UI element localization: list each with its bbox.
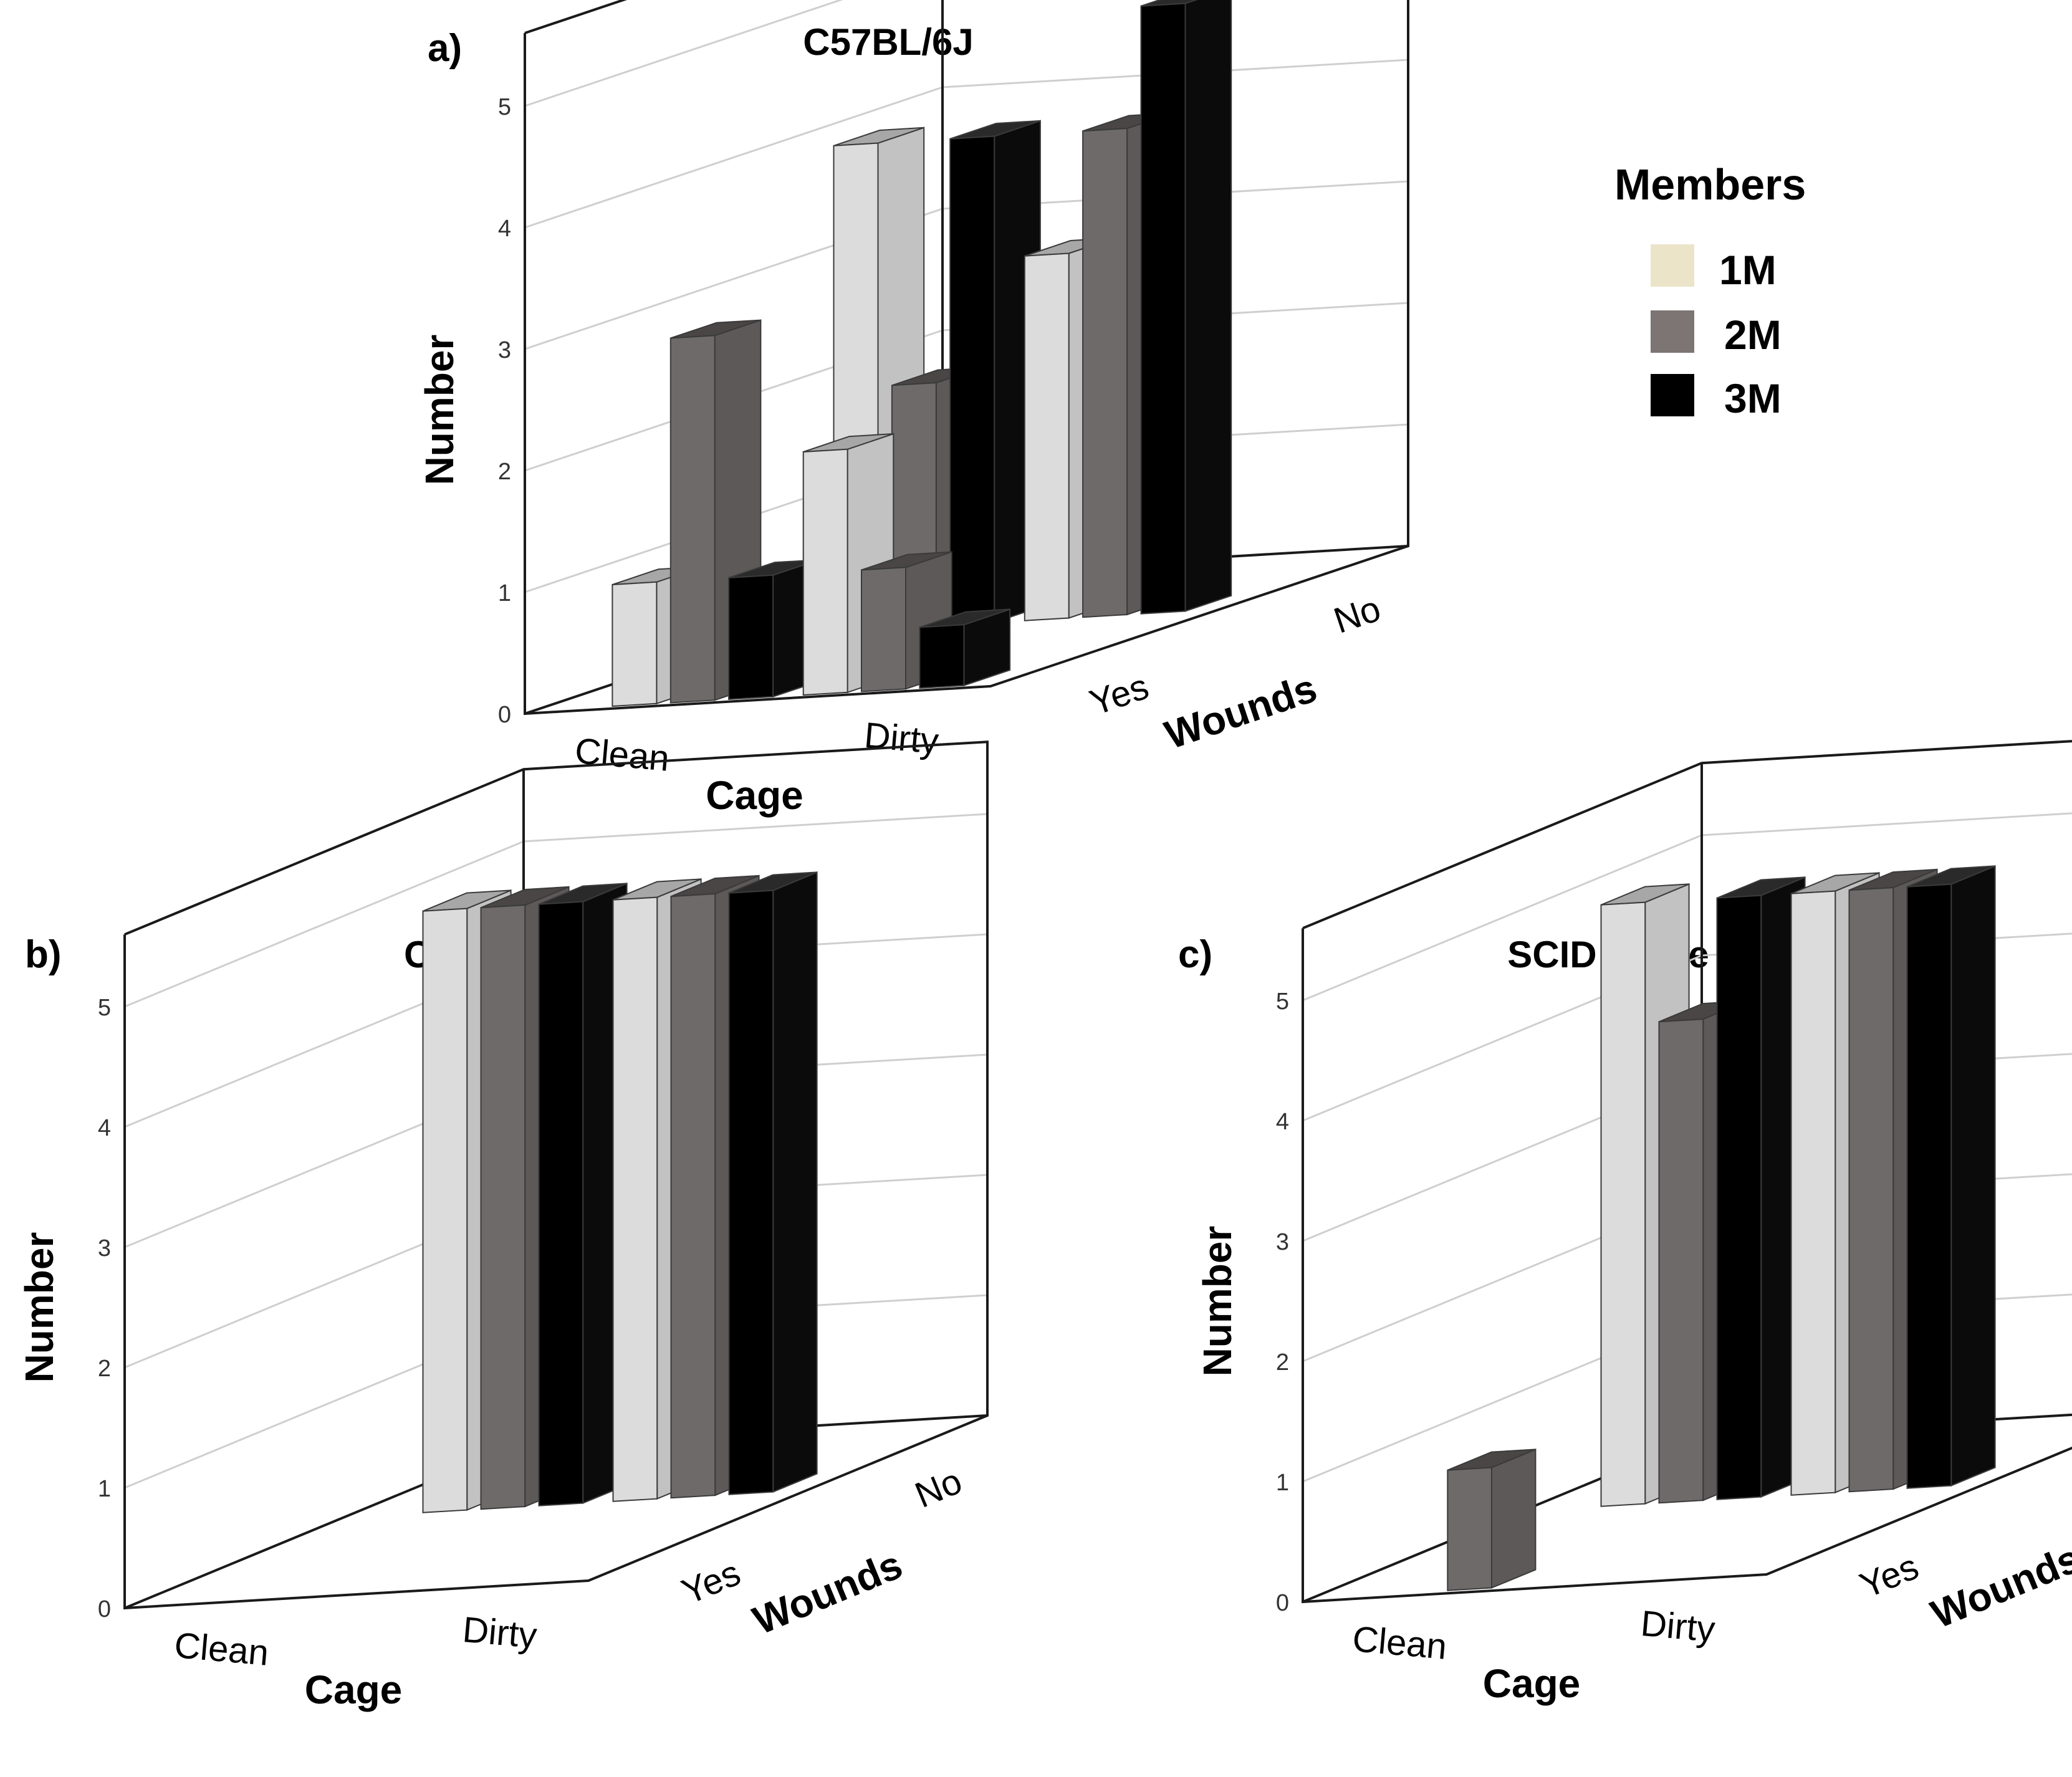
bar-2m-clean-yes [1447, 1448, 1537, 1591]
bar-front-face [422, 908, 468, 1513]
legend-label-3m: 3M [1724, 375, 1782, 421]
bar-3m-dirty-no [1906, 865, 1996, 1489]
legend: Members 1M 2M 3M [1614, 160, 1806, 421]
bar-2m-dirty-yes [861, 551, 952, 692]
bar-front-face [1082, 127, 1128, 618]
chart-title: C57BL/6J [803, 21, 973, 63]
legend-swatch-1m [1651, 244, 1694, 287]
panel-label: c) [1178, 933, 1212, 976]
y-tick-label: 3 [98, 1235, 111, 1262]
y-tick-label: 2 [1276, 1349, 1289, 1376]
y-axis-title: Number [417, 335, 462, 486]
bar-front-face [919, 624, 965, 689]
y-tick-label: 5 [1276, 989, 1289, 1015]
bar-side-face [772, 871, 818, 1493]
z-category-label: Yes [676, 1553, 746, 1612]
y-tick-label: 3 [498, 337, 511, 363]
legend-label-2m: 2M [1724, 312, 1782, 358]
x-category-label: Dirty [863, 715, 940, 762]
bar-front-face [1906, 883, 1952, 1489]
bar-front-face [728, 889, 774, 1495]
y-tick-label: 3 [1276, 1229, 1289, 1255]
y-tick-label: 0 [498, 702, 511, 728]
gridline [524, 0, 843, 107]
y-tick-label: 4 [98, 1115, 111, 1141]
bar-front-face [1790, 890, 1836, 1496]
x-category-label: Clean [173, 1625, 271, 1674]
bar-front-face [480, 904, 526, 1510]
bar-side-face [1184, 0, 1232, 612]
z-axis-title: Wounds [747, 1542, 909, 1644]
y-tick-label: 1 [498, 580, 511, 606]
bar-side-face [1491, 1448, 1537, 1589]
chart-panel-b: b)CD1012345NumberCleanDirtyCageYesNoWoun… [17, 740, 989, 1712]
bar-front-face [1716, 894, 1762, 1500]
y-tick-label: 2 [98, 1356, 111, 1382]
bar-front-face [802, 448, 848, 696]
panel-label: b) [25, 933, 62, 976]
chart-panel-c: c)SCID Beige012345NumberCleanDirtyCageYe… [1178, 740, 2072, 1706]
bar-front-face [1600, 901, 1646, 1507]
x-category-label: Clean [573, 730, 671, 779]
bar-front-face [612, 896, 658, 1502]
y-tick-label: 2 [498, 459, 511, 485]
bar-front-face [538, 901, 584, 1506]
bar-front-face [1140, 2, 1186, 615]
bar-front-face [670, 893, 716, 1499]
y-axis-title: Number [1195, 1226, 1240, 1377]
z-category-label: Yes [1854, 1546, 1924, 1606]
y-tick-label: 1 [98, 1476, 111, 1502]
z-axis-title: Wounds [1159, 665, 1322, 757]
bar-front-face [728, 574, 774, 701]
z-category-label: No [909, 1461, 967, 1516]
legend-swatch-2m [1651, 310, 1694, 353]
x-axis-title: Cage [305, 1667, 403, 1712]
bar-front-face [1447, 1467, 1492, 1591]
z-category-label: Yes [1085, 666, 1153, 724]
y-tick-label: 1 [1276, 1470, 1289, 1496]
bar-front-face [612, 581, 658, 707]
y-tick-label: 4 [1276, 1109, 1289, 1135]
x-category-label: Dirty [1639, 1603, 1717, 1650]
bar-front-face [669, 335, 716, 704]
y-tick-label: 5 [98, 995, 111, 1021]
bar-3m-dirty-no [728, 871, 818, 1495]
y-tick-label: 0 [98, 1596, 111, 1622]
chart-panel-a: a) C57BL/6J 0 1 2 3 4 5 Number Clean Dirty Cage Yes N… [417, 0, 1409, 818]
x-axis-title: Cage [1483, 1661, 1581, 1706]
bar-front-face [949, 135, 995, 626]
y-axis-title: Number [17, 1232, 62, 1383]
y-tick-label: 5 [498, 94, 511, 120]
bar-front-face [861, 567, 906, 692]
y-tick-label: 0 [1276, 1590, 1289, 1616]
bar-front-face [1848, 887, 1894, 1493]
x-category-label: Dirty [461, 1609, 539, 1656]
bar-3m-dirty-yes [919, 608, 1011, 689]
y-tick-label: 4 [498, 216, 511, 242]
legend-swatch-3m [1651, 374, 1694, 416]
z-axis-title: Wounds [1925, 1536, 2072, 1637]
bar-front-face [1024, 252, 1070, 621]
bar-front-face [1658, 1018, 1704, 1504]
bar-3m-dirty-no [1140, 0, 1232, 615]
panel-label: a) [428, 27, 462, 70]
bar-side-face [1950, 865, 1996, 1487]
legend-title: Members [1614, 160, 1806, 209]
legend-label-1m: 1M [1719, 247, 1777, 293]
x-axis-title: Cage [706, 773, 803, 818]
z-category-label: No [1329, 588, 1386, 641]
x-category-label: Clean [1351, 1619, 1449, 1667]
